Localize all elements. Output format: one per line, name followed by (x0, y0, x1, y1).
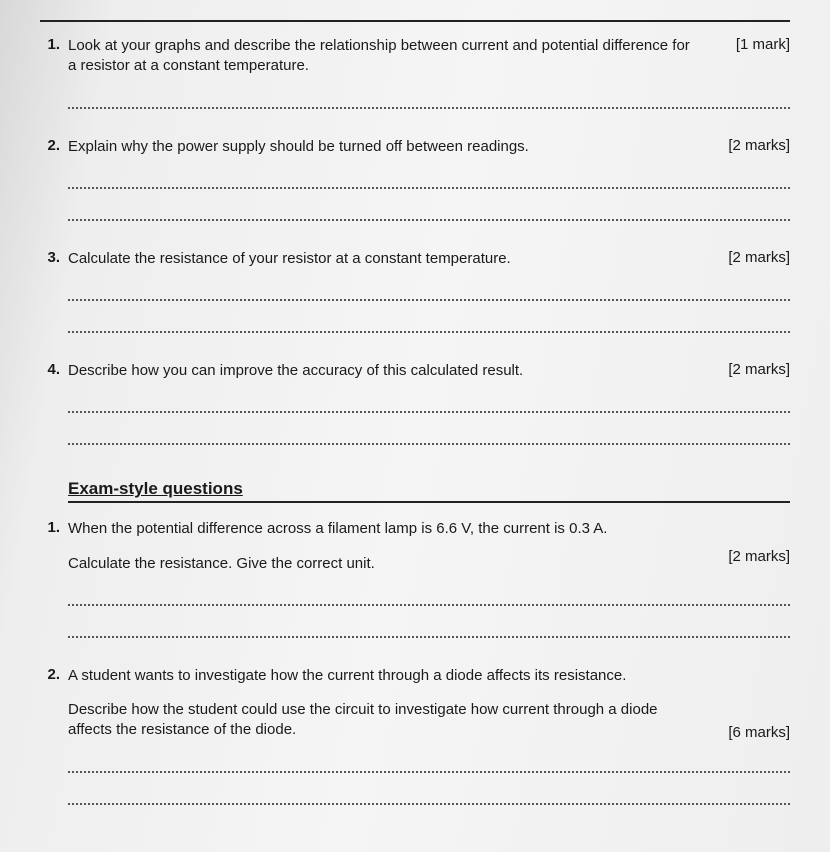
q2-marks: [2 marks] (700, 137, 790, 154)
q1-marks: [1 mark] (700, 36, 790, 53)
q1-text: Look at your graphs and describe the rel… (68, 36, 700, 77)
answer-line (68, 219, 790, 221)
question-4: 4. Describe how you can improve the accu… (40, 361, 790, 451)
q3-marks: [2 marks] (700, 249, 790, 266)
answer-line (68, 187, 790, 189)
answer-line (68, 331, 790, 333)
q2-text: Explain why the power supply should be t… (68, 137, 700, 157)
eq2-marks: [6 marks] (700, 724, 790, 741)
answer-line (68, 803, 790, 805)
q1-number: 1. (40, 36, 68, 115)
answer-line (68, 604, 790, 606)
answer-line (68, 107, 790, 109)
exam-question-1: 1. When the potential difference across … (40, 519, 790, 644)
q4-text: Describe how you can improve the accurac… (68, 361, 700, 381)
question-1: 1. Look at your graphs and describe the … (40, 36, 790, 115)
question-3: 3. Calculate the resistance of your resi… (40, 249, 790, 339)
answer-line (68, 411, 790, 413)
eq1-line1: When the potential difference across a f… (68, 519, 790, 539)
section-heading: Exam-style questions (68, 479, 790, 499)
eq2-line1: A student wants to investigate how the c… (68, 666, 790, 686)
exam-question-2: 2. A student wants to investigate how th… (40, 666, 790, 811)
eq1-number: 1. (40, 519, 68, 644)
q4-marks: [2 marks] (700, 361, 790, 378)
answer-line (68, 299, 790, 301)
q2-number: 2. (40, 137, 68, 227)
q3-number: 3. (40, 249, 68, 339)
q3-text: Calculate the resistance of your resisto… (68, 249, 700, 269)
answer-line (68, 636, 790, 638)
section-rule (68, 501, 790, 503)
answer-line (68, 443, 790, 445)
question-2: 2. Explain why the power supply should b… (40, 137, 790, 227)
eq2-number: 2. (40, 666, 68, 811)
eq1-marks: [2 marks] (700, 548, 790, 565)
q4-number: 4. (40, 361, 68, 451)
eq1-line2: Calculate the resistance. Give the corre… (68, 554, 700, 574)
eq2-line2: Describe how the student could use the c… (68, 700, 700, 741)
answer-line (68, 771, 790, 773)
top-rule (40, 20, 790, 22)
